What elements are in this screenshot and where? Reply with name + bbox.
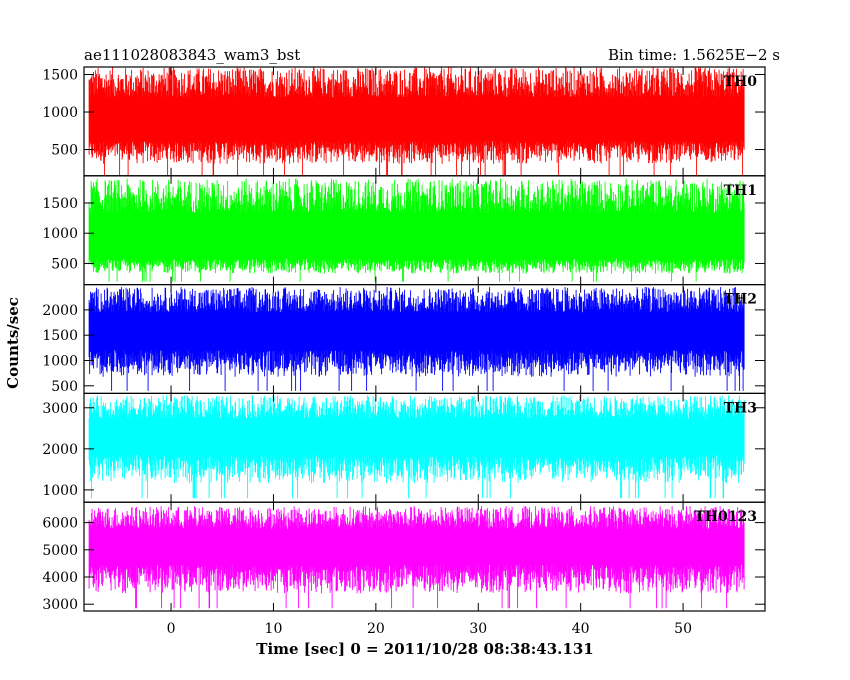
series-th1 — [88, 178, 745, 282]
y-tick-label: 1000 — [42, 226, 78, 242]
bin-time-label: Bin time: 1.5625E−2 s — [608, 46, 780, 64]
panel-th2: 500 1000 1500 2000 TH2 — [42, 284, 766, 395]
series-th0123 — [88, 506, 745, 609]
y-tick-label: 1500 — [42, 328, 78, 344]
y-tick-label: 1000 — [42, 354, 78, 370]
panel-label-th0123: TH0123 — [694, 509, 757, 525]
series-th3 — [88, 395, 745, 499]
panel-th1: 500 1000 1500 TH1 — [42, 175, 766, 286]
x-tick-label: 10 — [265, 621, 283, 637]
y-tick-label: 3000 — [42, 597, 78, 613]
y-tick-label: 500 — [51, 143, 78, 159]
panel-th3: 1000 2000 3000 TH3 — [42, 392, 766, 503]
series-th2 — [88, 287, 745, 391]
y-tick-label: 500 — [51, 256, 78, 272]
y-tick-label: 1500 — [42, 196, 78, 212]
panel-label-th2: TH2 — [724, 292, 757, 308]
y-tick-label: 1000 — [42, 105, 78, 121]
panel-frame-th0123 — [83, 501, 766, 612]
y-tick-label: 6000 — [42, 516, 78, 532]
x-tick-label: 30 — [469, 621, 487, 637]
panel-label-th3: TH3 — [724, 400, 757, 416]
panel-label-th1: TH1 — [724, 183, 757, 199]
x-axis-title: Time [sec] 0 = 2011/10/28 08:38:43.131 — [256, 640, 593, 658]
y-tick-label: 3000 — [42, 401, 78, 417]
y-axis-title: Counts/sec — [4, 297, 22, 389]
y-tick-label: 1000 — [42, 483, 78, 499]
x-tick-label: 20 — [367, 621, 385, 637]
x-tick-label: 40 — [572, 621, 590, 637]
y-tick-label: 500 — [51, 379, 78, 395]
panel-th0: 500 1000 1500 TH0 — [42, 66, 766, 177]
y-tick-label: 4000 — [42, 570, 78, 586]
y-tick-label: 2000 — [42, 442, 78, 458]
panel-th0123: 3000 4000 5000 6000 TH0123 — [42, 501, 766, 613]
series-th0 — [88, 67, 745, 176]
y-tick-label: 5000 — [42, 543, 78, 559]
plot-title: ae111028083843_wam3_bst — [84, 46, 300, 64]
panel-label-th0: TH0 — [724, 74, 758, 90]
x-tick-label: 0 — [167, 621, 176, 637]
y-tick-label: 1500 — [42, 68, 78, 84]
x-tick-label: 50 — [674, 621, 692, 637]
y-tick-label: 2000 — [42, 303, 78, 319]
